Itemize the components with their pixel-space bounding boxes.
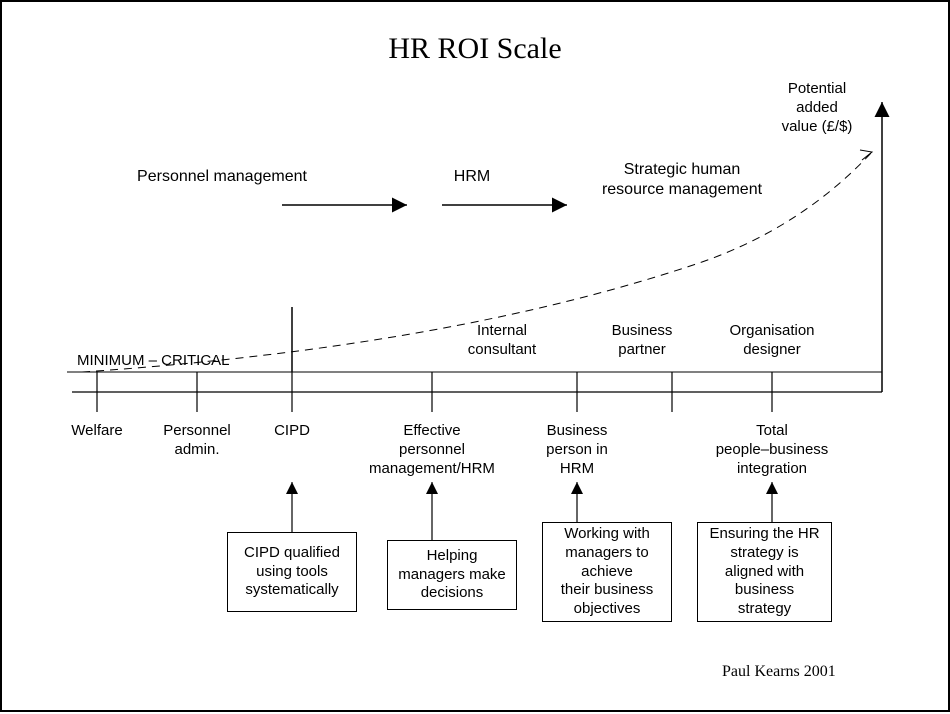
definition-box: Ensuring the HRstrategy isaligned withbu… bbox=[697, 522, 832, 622]
phase-label-personnel: Personnel management bbox=[92, 167, 352, 187]
definition-box: Working withmanagers toachievetheir busi… bbox=[542, 522, 672, 622]
axis-label-below: Totalpeople–businessintegration bbox=[687, 422, 857, 478]
axis-label-above: Businesspartner bbox=[572, 322, 712, 360]
axis-label-above: Internalconsultant bbox=[432, 322, 572, 360]
diagram-frame: HR ROI Scale Potentialaddedvalue (£/$)Pe… bbox=[0, 0, 950, 712]
axis-label-below: Businessperson inHRM bbox=[492, 422, 662, 478]
axis-label-above: Organisationdesigner bbox=[702, 322, 842, 360]
definition-box: CIPD qualifiedusing toolssystematically bbox=[227, 532, 357, 612]
attribution: Paul Kearns 2001 bbox=[722, 662, 922, 682]
definition-box: Helpingmanagers makedecisions bbox=[387, 540, 517, 610]
potential-value-label: Potentialaddedvalue (£/$) bbox=[747, 80, 887, 136]
phase-label-shrm: Strategic humanresource management bbox=[552, 160, 812, 200]
minimum-critical-label: MINIMUM – CRITICAL bbox=[77, 352, 307, 371]
phase-label-hrm: HRM bbox=[412, 167, 532, 187]
